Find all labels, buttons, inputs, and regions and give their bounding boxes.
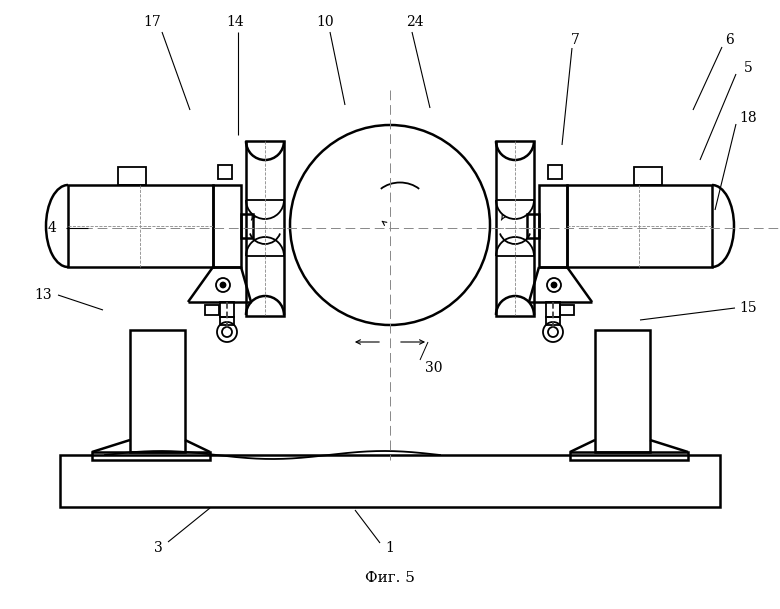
Text: 10: 10	[316, 15, 334, 29]
Text: 7: 7	[570, 33, 580, 47]
Bar	[496, 141, 534, 316]
Bar	[634, 167, 662, 185]
Text: 4: 4	[48, 221, 56, 235]
Bar	[92, 452, 210, 460]
Text: 13: 13	[34, 288, 51, 302]
Circle shape	[551, 283, 556, 287]
Text: 5: 5	[743, 61, 753, 75]
Bar	[570, 452, 688, 460]
Bar	[567, 185, 712, 267]
Text: 14: 14	[226, 15, 244, 29]
Bar	[527, 214, 539, 238]
Bar	[218, 165, 232, 179]
Text: 24: 24	[406, 15, 424, 29]
Bar	[220, 317, 234, 325]
Bar	[60, 455, 720, 507]
Bar	[130, 330, 185, 452]
Text: Фиг. 5: Фиг. 5	[365, 571, 415, 585]
Bar	[205, 305, 219, 315]
Bar	[595, 330, 650, 452]
Text: 6: 6	[725, 33, 735, 47]
Bar	[246, 141, 284, 316]
Bar	[213, 185, 241, 267]
Bar	[560, 305, 574, 315]
Text: 1: 1	[385, 541, 395, 555]
Bar	[241, 214, 253, 238]
Text: 18: 18	[739, 111, 757, 125]
Text: 30: 30	[425, 361, 442, 375]
Bar	[220, 302, 234, 317]
Bar	[118, 167, 146, 185]
Bar	[548, 165, 562, 179]
Text: 17: 17	[143, 15, 161, 29]
Bar	[68, 185, 213, 267]
Text: 15: 15	[739, 301, 757, 315]
Bar	[546, 317, 560, 325]
Bar	[539, 185, 567, 267]
Bar	[546, 302, 560, 317]
Circle shape	[221, 283, 225, 287]
Text: 3: 3	[154, 541, 162, 555]
